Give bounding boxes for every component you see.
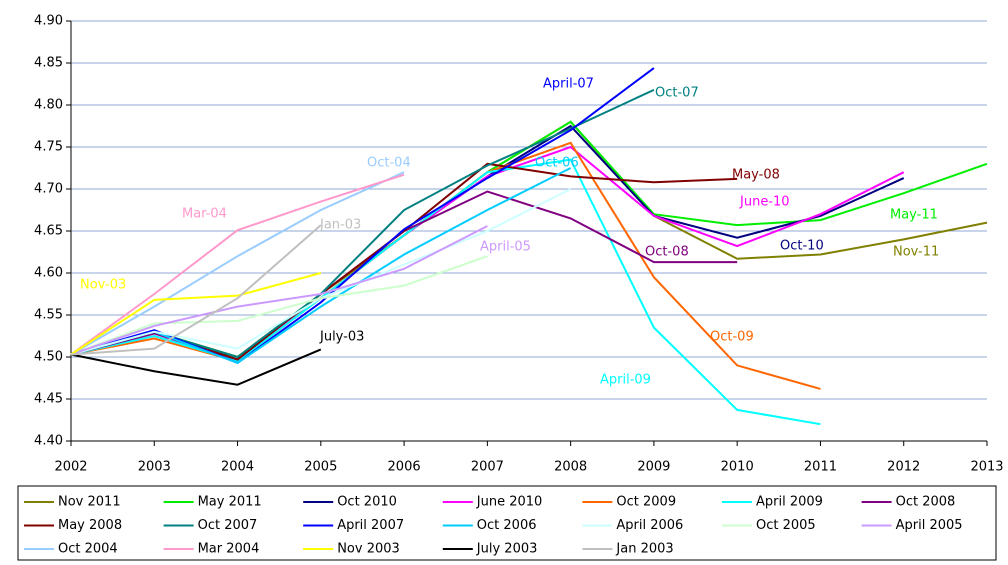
legend-label: Oct 2010: [337, 495, 397, 510]
x-tick-label: 2005: [304, 460, 337, 475]
legend-label: May 2008: [58, 518, 122, 533]
y-tick-label: 4.50: [34, 350, 63, 365]
series-label: July-03: [319, 330, 364, 345]
series-line: [70, 173, 405, 356]
legend-label: June 2010: [476, 495, 543, 510]
legend-label: Oct 2009: [616, 495, 676, 510]
series-line: [70, 225, 488, 356]
y-tick-label: 4.60: [34, 266, 63, 281]
series-line: [70, 272, 322, 356]
legend-label: Oct 2004: [58, 542, 118, 557]
legend-label: April 2006: [616, 518, 683, 533]
series-label: Oct-09: [710, 330, 754, 345]
legend-label: April 2009: [756, 495, 823, 510]
legend-label: Nov 2003: [337, 542, 400, 557]
y-tick-label: 4.45: [34, 392, 63, 407]
x-tick-label: 2013: [970, 460, 1003, 475]
x-tick-label: 2004: [221, 460, 254, 475]
y-tick-label: 4.55: [34, 308, 63, 323]
legend-label: Oct 2008: [896, 495, 956, 510]
y-tick-label: 4.40: [34, 434, 63, 449]
series-label: May-08: [732, 168, 780, 183]
y-tick-label: 4.65: [34, 224, 63, 239]
series-line: [70, 67, 655, 365]
x-tick-label: 2012: [887, 460, 920, 475]
legend-label: July 2003: [476, 542, 538, 557]
x-tick-label: 2007: [471, 460, 504, 475]
y-tick-label: 4.90: [34, 14, 63, 29]
series-line: [70, 158, 821, 426]
legend-label: Oct 2006: [477, 518, 537, 533]
series-label: June-10: [739, 195, 790, 210]
legend-label: April 2005: [896, 518, 963, 533]
legend-label: Nov 2011: [58, 495, 121, 510]
y-tick-label: 4.85: [34, 56, 63, 71]
series-label: Oct-08: [645, 245, 689, 260]
x-tick-label: 2011: [804, 460, 837, 475]
series-label: Mar-04: [182, 207, 227, 222]
series-line: [70, 88, 655, 359]
x-tick-label: 2008: [554, 460, 587, 475]
series-label: Nov-03: [80, 278, 126, 293]
legend-label: May 2011: [198, 495, 262, 510]
series-line: [70, 224, 322, 356]
series-label: Oct-06: [535, 156, 579, 171]
legend-label: Jan 2003: [615, 542, 673, 557]
series-line: [70, 162, 738, 361]
series-line: [70, 171, 405, 356]
legend-label: Oct 2005: [756, 518, 816, 533]
series-label: Oct-07: [655, 86, 699, 101]
series-label: May-11: [890, 208, 938, 223]
series-label: Oct-10: [780, 239, 824, 254]
series-label: April-07: [543, 77, 594, 92]
series-line: [70, 255, 488, 356]
legend-label: Oct 2007: [198, 518, 258, 533]
x-tick-label: 2010: [721, 460, 754, 475]
series-line: [70, 348, 322, 386]
series-label: April-09: [600, 373, 651, 388]
x-tick-label: 2003: [138, 460, 171, 475]
y-tick-label: 4.70: [34, 182, 63, 197]
series-label: Nov-11: [893, 245, 939, 260]
legend-box: [17, 485, 997, 561]
x-tick-label: 2009: [637, 460, 670, 475]
legend-label: Mar 2004: [198, 542, 260, 557]
legend-label: April 2007: [337, 518, 404, 533]
series-label: Jan-03: [319, 218, 361, 233]
x-tick-label: 2002: [54, 460, 87, 475]
series-label: Oct-04: [367, 156, 411, 171]
y-tick-label: 4.80: [34, 98, 63, 113]
x-tick-label: 2006: [388, 460, 421, 475]
y-tick-label: 4.75: [34, 140, 63, 155]
series-label: April-05: [480, 240, 531, 255]
